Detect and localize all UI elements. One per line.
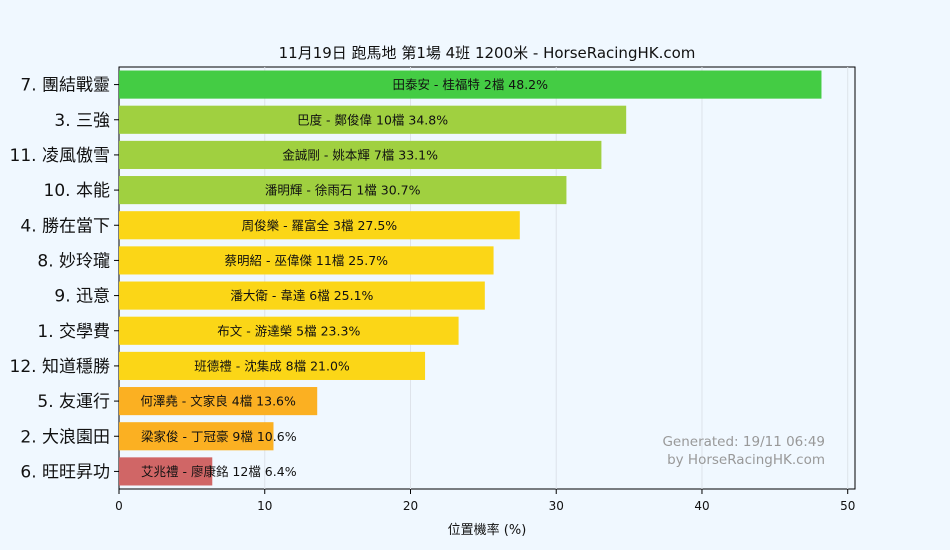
category-label: 7. 團結戰靈 — [20, 76, 110, 96]
category-label: 10. 本能 — [44, 181, 110, 201]
bar — [119, 387, 318, 416]
category-label: 5. 友運行 — [37, 392, 110, 412]
bar — [119, 457, 213, 486]
chart-title: 11月19日 跑馬地 第1場 4班 1200米 - HorseRacingHK.… — [279, 44, 696, 62]
bar-label: 班德禮 - 沈集成 8檔 21.0% — [194, 358, 350, 373]
category-label: 11. 凌風傲雪 — [10, 146, 110, 166]
bar — [119, 281, 485, 310]
x-tick-label: 50 — [840, 499, 855, 513]
bar-label: 蔡明紹 - 巫偉傑 11檔 25.7% — [225, 253, 389, 268]
bar-label: 何澤堯 - 文家良 4檔 13.6% — [140, 394, 296, 409]
category-label: 2. 大浪園田 — [20, 427, 110, 447]
category-label: 4. 勝在當下 — [20, 216, 110, 236]
bar — [119, 351, 426, 380]
bar — [119, 211, 520, 240]
x-axis-label: 位置機率 (%) — [448, 522, 527, 538]
bar — [119, 105, 627, 134]
bar — [119, 176, 567, 205]
bar — [119, 140, 602, 169]
watermark-site: by HorseRacingHK.com — [667, 452, 825, 468]
category-label: 12. 知道穩勝 — [10, 357, 110, 377]
bar-label: 潘大衛 - 韋達 6檔 25.1% — [230, 288, 373, 303]
bar — [119, 70, 822, 99]
category-label: 6. 旺旺昇功 — [20, 462, 110, 482]
bar-label: 田泰安 - 桂福特 2檔 48.2% — [392, 77, 548, 92]
bar-label: 金誠剛 - 姚本輝 7檔 33.1% — [282, 147, 438, 162]
x-tick-label: 40 — [694, 499, 709, 513]
watermark-generated: Generated: 19/11 06:49 — [662, 434, 825, 450]
bar-label: 艾兆禮 - 廖康銘 12檔 6.4% — [141, 464, 297, 479]
category-label: 3. 三強 — [54, 111, 110, 131]
category-label: 9. 迅意 — [54, 287, 110, 307]
x-tick-label: 0 — [115, 499, 123, 513]
bar — [119, 246, 494, 275]
bar-label: 周俊樂 - 羅富全 3檔 27.5% — [242, 218, 398, 233]
bar-label: 巴度 - 鄭俊偉 10檔 34.8% — [297, 112, 448, 127]
bar-label: 布文 - 游達榮 5檔 23.3% — [217, 323, 360, 338]
x-axis: 0 10 20 30 40 50 — [115, 489, 855, 513]
grid-lines — [264, 67, 849, 489]
bar-label: 梁家俊 - 丁冠豪 9檔 10.6% — [141, 429, 297, 444]
category-label: 1. 交學費 — [37, 322, 110, 342]
bar-label: 潘明輝 - 徐雨石 1檔 30.7% — [265, 183, 421, 198]
category-label: 8. 妙玲瓏 — [37, 251, 110, 271]
plot-area — [118, 66, 856, 490]
bar — [119, 422, 274, 451]
bar — [119, 316, 459, 345]
x-tick-label: 10 — [257, 499, 272, 513]
x-tick-label: 20 — [403, 499, 418, 513]
x-tick-label: 30 — [549, 499, 564, 513]
